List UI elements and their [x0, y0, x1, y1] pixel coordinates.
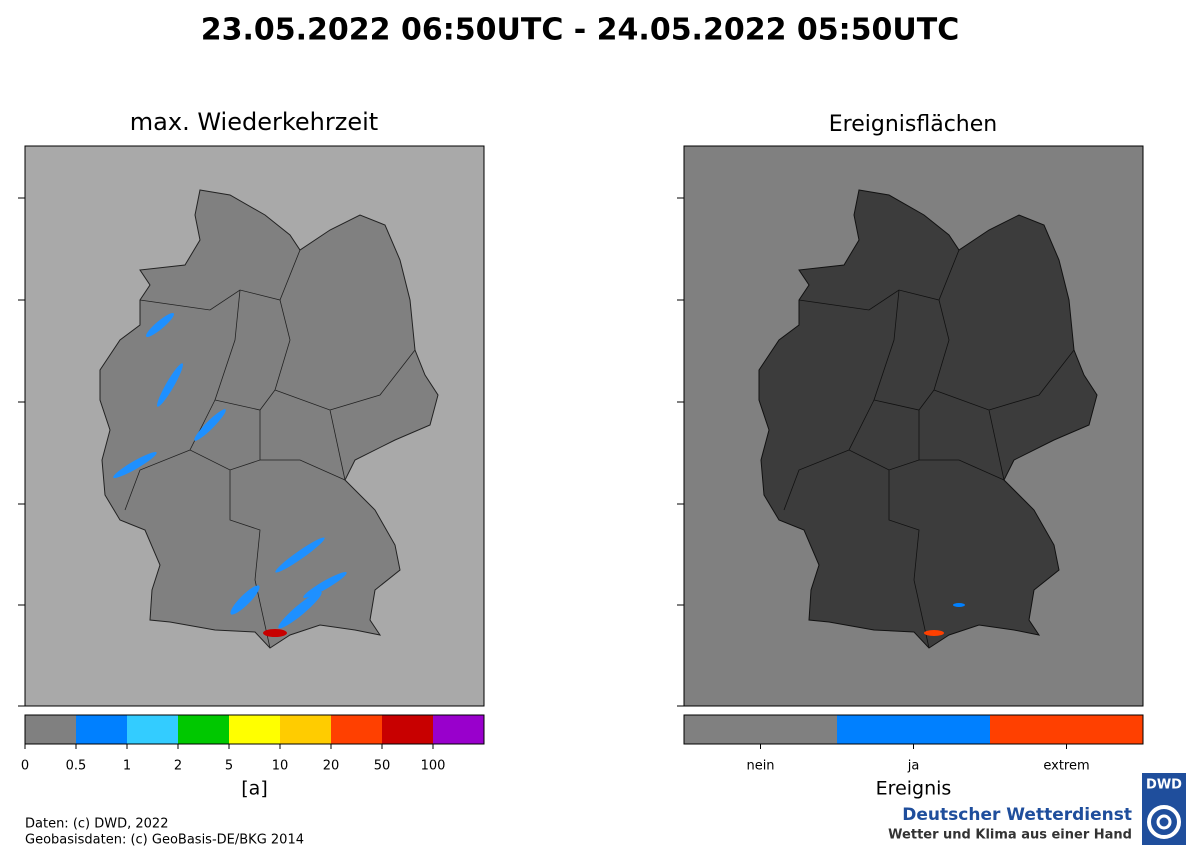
logo-slogan: Wetter und Klima aus einer Hand	[888, 828, 1132, 843]
logo-swirl	[1156, 814, 1172, 830]
precip-areas	[113, 313, 347, 637]
event-area	[953, 603, 965, 607]
logo-name: Deutscher Wetterdienst	[902, 805, 1132, 825]
axis-ticks	[677, 197, 684, 707]
colorbar: nein ja extrem Ereignis	[683, 714, 1144, 800]
logo-swirl	[1147, 805, 1181, 839]
colorbar-segment	[837, 715, 990, 744]
colorbar-tick-label: 50	[374, 759, 391, 774]
left-panel: max. Wiederkehrzeit 0 0.5 1 2 5 10 20 50 100 [a]	[18, 108, 485, 800]
credit: Daten: (c) DWD, 2022	[25, 817, 168, 832]
colorbar-segment	[382, 715, 433, 744]
colorbar-frame	[24, 714, 485, 745]
credit: Geobasisdaten: (c) GeoBasis-DE/BKG 2014	[25, 833, 304, 848]
figure-title: 23.05.2022 06:50UTC - 24.05.2022 05:50UT…	[201, 13, 959, 48]
colorbar-segment	[76, 715, 127, 744]
colorbar-tick-label: ja	[907, 759, 920, 774]
colorbar-segment	[990, 715, 1143, 744]
colorbar-segment	[25, 715, 76, 744]
panel-title: max. Wiederkehrzeit	[130, 108, 378, 136]
colorbar: 0 0.5 1 2 5 10 20 50 100 [a]	[21, 714, 485, 800]
colorbar-segment	[433, 715, 484, 744]
colorbar-tick-label: 10	[272, 759, 289, 774]
colorbar-segment	[684, 715, 837, 744]
colorbar-segment	[229, 715, 280, 744]
colorbar-tick-label: 0.5	[66, 759, 87, 774]
colorbar-tick-label: 100	[421, 759, 446, 774]
panel-title: Ereignisflächen	[829, 112, 997, 137]
map	[758, 189, 1098, 649]
colorbar-tick-label: 2	[174, 759, 182, 774]
colorbar-segment	[127, 715, 178, 744]
colorbar-label: Ereignis	[876, 778, 952, 800]
logo-badge-text: DWD	[1146, 778, 1182, 793]
right-panel: Ereignisflächen nein ja extrem Ereignis	[677, 112, 1144, 800]
colorbar-segment	[331, 715, 382, 744]
colorbar-tick-label: nein	[746, 759, 774, 774]
logo: DWD Deutscher Wetterdienst Wetter und Kl…	[888, 773, 1186, 845]
colorbar-segment	[280, 715, 331, 744]
colorbar-tick-label: 1	[123, 759, 131, 774]
colorbar-tick-label: 0	[21, 759, 29, 774]
axis-ticks	[18, 197, 25, 707]
colorbar-segment	[178, 715, 229, 744]
colorbar-tick-label: 5	[225, 759, 233, 774]
colorbar-label: [a]	[241, 778, 267, 800]
event-area	[924, 630, 944, 636]
colorbar-tick-label: extrem	[1043, 759, 1089, 774]
colorbar-tick-label: 20	[323, 759, 340, 774]
